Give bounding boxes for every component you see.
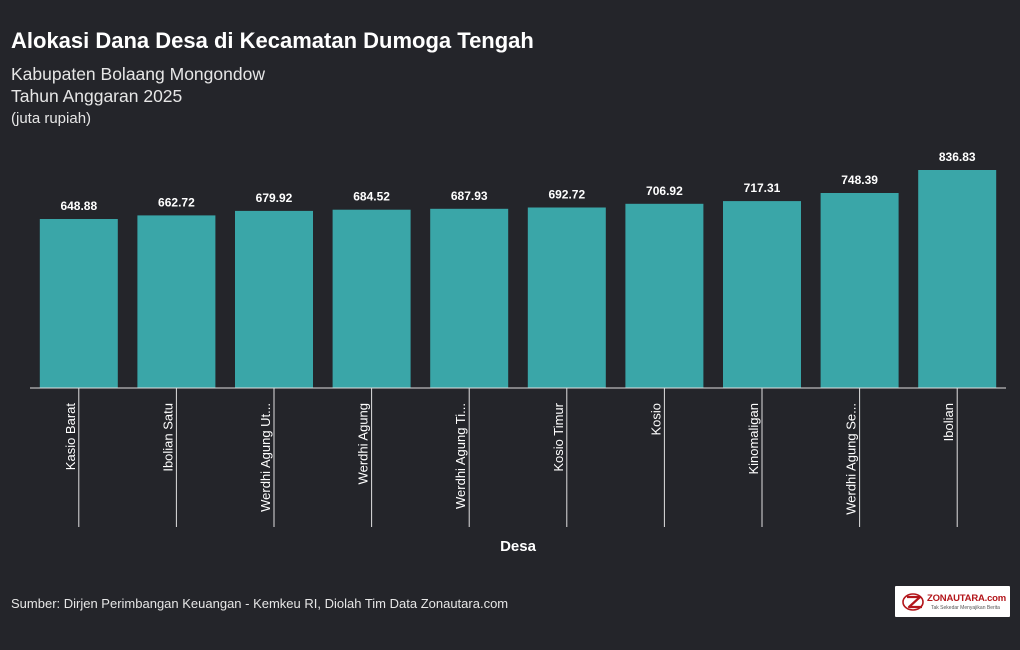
bar [430,208,509,388]
bar [625,203,704,388]
chart-subtitle: Kabupaten Bolaang Mongondow Tahun Anggar… [11,63,265,107]
bar-value-label: 692.72 [548,188,585,202]
zonautara-z-icon [902,593,924,611]
x-tick-label: Werdhi Agung [356,403,371,484]
x-axis-title: Desa [500,538,537,555]
x-tick-label: Werdhi Agung Se... [844,403,859,515]
x-tick-label: Kinomaligan [746,403,761,475]
bar [723,201,801,388]
bar-value-label: 679.92 [256,191,293,205]
bar [332,209,411,388]
bar [235,210,313,388]
logo-name: ZONAUTARA.com [927,593,1007,604]
subtitle-year: Tahun Anggaran 2025 [11,86,183,106]
bar-value-label: 662.72 [158,195,195,209]
bar-value-label: 684.52 [353,190,390,204]
x-tick-label: Ibolian Satu [160,403,175,472]
bar-value-label: 648.88 [60,199,97,213]
bar-chart: 648.88 Kasio Barat 662.72 Ibolian Satu 679.9… [30,150,1006,555]
x-tick-label: Ibolian [941,403,956,441]
x-tick-label: Kasio Barat [63,403,78,471]
bar-value-label: 706.92 [646,184,683,198]
x-tick-label: Werdhi Agung Ti... [453,403,468,509]
unit-label: (juta rupiah) [11,110,92,127]
bar [39,219,118,388]
bar [527,207,606,388]
logo-tagline: Tak Sekedar Menyajikan Berita [931,605,1000,611]
source-note: Sumber: Dirjen Perimbangan Keuangan - Ke… [11,596,509,611]
chart-title: Alokasi Dana Desa di Kecamatan Dumoga Te… [11,28,534,53]
bar-value-label: 717.31 [744,181,781,195]
zonautara-logo: ZONAUTARA.com Tak Sekedar Menyajikan Ber… [895,586,1010,617]
bar-value-label: 748.39 [841,173,878,187]
x-tick-label: Kosio Timur [551,402,566,471]
bar-value-label: 836.83 [939,150,976,164]
bar-value-label: 687.93 [451,189,488,203]
x-tick-label: Werdhi Agung Ut... [258,403,273,512]
bar [820,193,899,388]
subtitle-region: Kabupaten Bolaang Mongondow [11,64,265,84]
bar [918,170,997,388]
bar [137,215,216,388]
x-tick-label: Kosio [648,403,663,436]
